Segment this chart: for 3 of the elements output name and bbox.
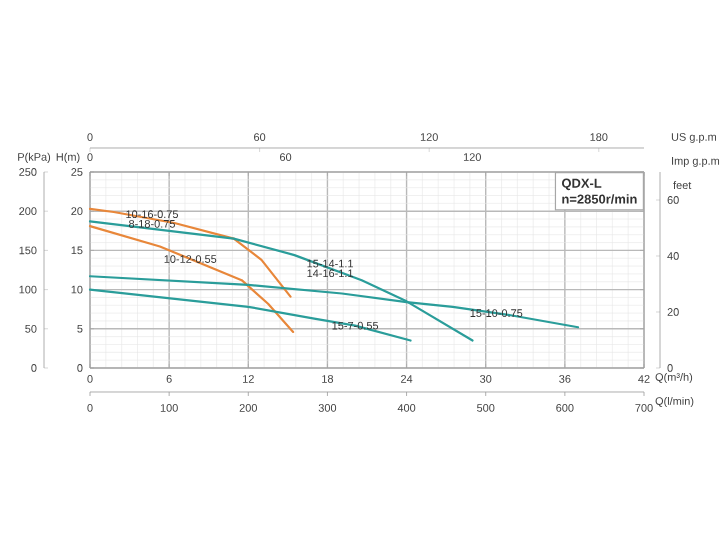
line-series — [88, 224, 295, 334]
line-series — [88, 207, 292, 298]
line-series — [88, 288, 412, 342]
